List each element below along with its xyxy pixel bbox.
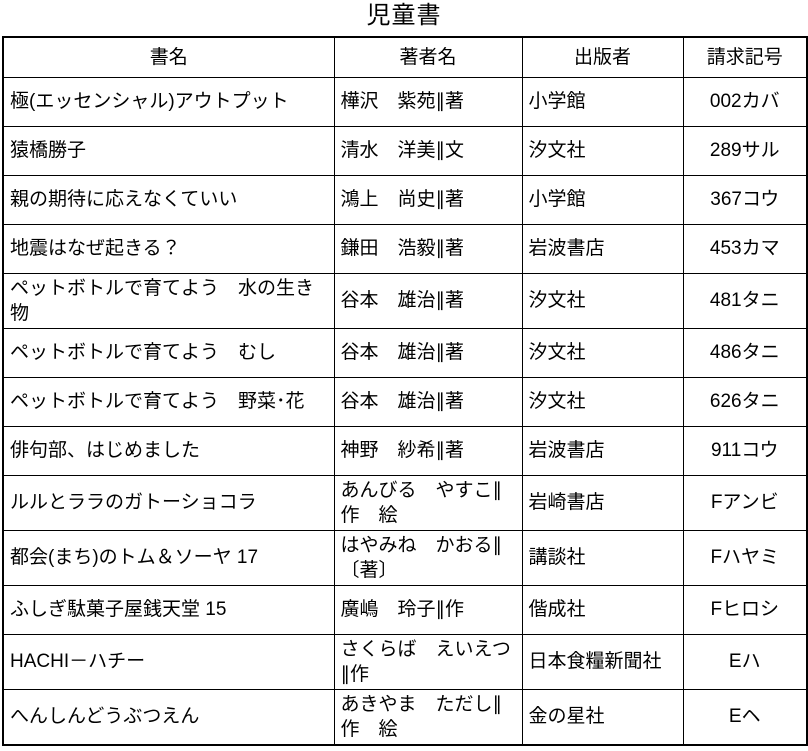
table-body: 極(エッセンシャル)アウトプット 樺沢 紫苑∥著 小学館 002カバ 猿橋勝子 …: [2, 76, 808, 745]
call-number-cell: 002カバ: [682, 76, 808, 127]
author-cell: 樺沢 紫苑∥著: [333, 76, 523, 127]
page-title: 児童書: [366, 2, 442, 29]
call-number-cell: 911コウ: [682, 425, 808, 476]
header-author: 著者名: [333, 36, 523, 78]
author-cell: はやみね かおる∥〔著〕: [333, 529, 523, 586]
book-title-cell: 俳句部、はじめました: [2, 425, 335, 476]
table-row: ペットボトルで育てよう 野菜･花 谷本 雄治∥著 汐文社 626タニ: [2, 376, 808, 427]
author-cell: 廣嶋 玲子∥作: [333, 584, 523, 635]
table-row: 都会(まち)のトム＆ソーヤ 17 はやみね かおる∥〔著〕 講談社 Fハヤミ: [2, 529, 808, 586]
book-title-cell: 都会(まち)のトム＆ソーヤ 17: [2, 529, 335, 586]
book-title-cell: ペットボトルで育てよう むし: [2, 327, 335, 378]
book-title-cell: ペットボトルで育てよう 野菜･花: [2, 376, 335, 427]
call-number-cell: Eヘ: [682, 688, 808, 745]
book-title-cell: 猿橋勝子: [2, 125, 335, 176]
header-call-number: 請求記号: [682, 36, 808, 78]
publisher-cell: 日本食糧新聞社: [521, 633, 684, 690]
table-row: ふしぎ駄菓子屋銭天堂 15 廣嶋 玲子∥作 偕成社 Fヒロシ: [2, 584, 808, 635]
call-number-cell: 289サル: [682, 125, 808, 176]
book-title-cell: 極(エッセンシャル)アウトプット: [2, 76, 335, 127]
call-number-cell: 481タニ: [682, 272, 808, 329]
author-cell: 谷本 雄治∥著: [333, 327, 523, 378]
publisher-cell: 岩波書店: [521, 425, 684, 476]
book-list-table: 書名 著者名 出版者 請求記号 極(エッセンシャル)アウトプット 樺沢 紫苑∥著…: [2, 36, 808, 746]
publisher-cell: 小学館: [521, 174, 684, 225]
header-row: 書名 著者名 出版者 請求記号: [2, 36, 808, 78]
header-publisher: 出版者: [521, 36, 684, 78]
table-row: ルルとララのガトーショコラ あんびる やすこ∥作 絵 岩崎書店 Fアンビ: [2, 474, 808, 531]
call-number-cell: 486タニ: [682, 327, 808, 378]
header-title: 書名: [2, 36, 335, 78]
publisher-cell: 汐文社: [521, 376, 684, 427]
table-row: 親の期待に応えなくていい 鴻上 尚史∥著 小学館 367コウ: [2, 174, 808, 225]
call-number-cell: Fヒロシ: [682, 584, 808, 635]
publisher-cell: 講談社: [521, 529, 684, 586]
table-row: ペットボトルで育てよう 水の生き物 谷本 雄治∥著 汐文社 481タニ: [2, 272, 808, 329]
call-number-cell: 367コウ: [682, 174, 808, 225]
book-title-cell: ペットボトルで育てよう 水の生き物: [2, 272, 335, 329]
call-number-cell: 626タニ: [682, 376, 808, 427]
book-title-cell: へんしんどうぶつえん: [2, 688, 335, 745]
author-cell: あんびる やすこ∥作 絵: [333, 474, 523, 531]
table-row: ペットボトルで育てよう むし 谷本 雄治∥著 汐文社 486タニ: [2, 327, 808, 378]
author-cell: 谷本 雄治∥著: [333, 376, 523, 427]
table-header: 書名 著者名 出版者 請求記号: [2, 36, 808, 78]
table-row: HACHI－ハチー さくらば えいえつ∥作 日本食糧新聞社 Eハ: [2, 633, 808, 690]
publisher-cell: 汐文社: [521, 272, 684, 329]
table-row: 極(エッセンシャル)アウトプット 樺沢 紫苑∥著 小学館 002カバ: [2, 76, 808, 127]
author-cell: 神野 紗希∥著: [333, 425, 523, 476]
table-row: 猿橋勝子 清水 洋美∥文 汐文社 289サル: [2, 125, 808, 176]
call-number-cell: Fアンビ: [682, 474, 808, 531]
book-title-cell: ふしぎ駄菓子屋銭天堂 15: [2, 584, 335, 635]
author-cell: 清水 洋美∥文: [333, 125, 523, 176]
call-number-cell: Fハヤミ: [682, 529, 808, 586]
book-title-cell: 親の期待に応えなくていい: [2, 174, 335, 225]
author-cell: あきやま ただし∥作 絵: [333, 688, 523, 745]
call-number-cell: Eハ: [682, 633, 808, 690]
call-number-cell: 453カマ: [682, 223, 808, 274]
publisher-cell: 汐文社: [521, 125, 684, 176]
book-title-cell: 地震はなぜ起きる？: [2, 223, 335, 274]
author-cell: 谷本 雄治∥著: [333, 272, 523, 329]
publisher-cell: 金の星社: [521, 688, 684, 745]
book-title-cell: HACHI－ハチー: [2, 633, 335, 690]
table-row: 俳句部、はじめました 神野 紗希∥著 岩波書店 911コウ: [2, 425, 808, 476]
publisher-cell: 岩崎書店: [521, 474, 684, 531]
publisher-cell: 岩波書店: [521, 223, 684, 274]
author-cell: さくらば えいえつ∥作: [333, 633, 523, 690]
author-cell: 鎌田 浩毅∥著: [333, 223, 523, 274]
table-row: 地震はなぜ起きる？ 鎌田 浩毅∥著 岩波書店 453カマ: [2, 223, 808, 274]
book-title-cell: ルルとララのガトーショコラ: [2, 474, 335, 531]
publisher-cell: 汐文社: [521, 327, 684, 378]
author-cell: 鴻上 尚史∥著: [333, 174, 523, 225]
publisher-cell: 偕成社: [521, 584, 684, 635]
table-row: へんしんどうぶつえん あきやま ただし∥作 絵 金の星社 Eヘ: [2, 688, 808, 745]
publisher-cell: 小学館: [521, 76, 684, 127]
